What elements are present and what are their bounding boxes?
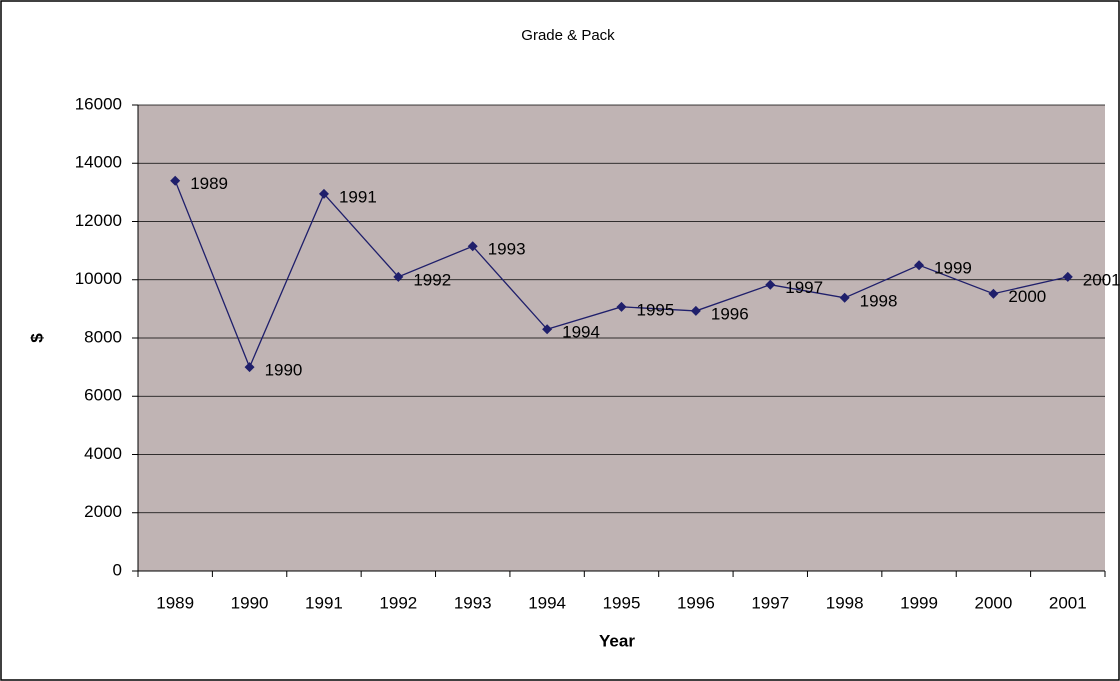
data-label: 1989 [190, 174, 228, 193]
x-tick-label: 1990 [231, 593, 269, 612]
data-label: 1992 [413, 270, 451, 289]
data-label: 1997 [785, 278, 823, 297]
y-tick-label: 14000 [75, 153, 122, 172]
x-tick-label: 1995 [603, 593, 641, 612]
marker [1062, 271, 1073, 282]
y-tick-label: 4000 [84, 444, 122, 463]
data-label: 1995 [637, 300, 675, 319]
marker [914, 260, 925, 271]
data-label: 1994 [562, 323, 600, 342]
y-tick-label: 2000 [84, 502, 122, 521]
data-label: 1990 [265, 361, 303, 380]
marker [467, 241, 478, 252]
x-tick-label: 1993 [454, 593, 492, 612]
y-tick-label: 12000 [75, 211, 122, 230]
x-tick-label: 2001 [1049, 593, 1087, 612]
y-axis-title: $ [27, 333, 46, 343]
x-tick-label: 1994 [528, 593, 566, 612]
y-tick-label: 10000 [75, 269, 122, 288]
y-tick-label: 8000 [84, 327, 122, 346]
y-tick-label: 0 [113, 560, 122, 579]
marker [318, 188, 329, 199]
data-label: 1999 [934, 259, 972, 278]
x-tick-label: 1998 [826, 593, 864, 612]
x-tick-label: 1999 [900, 593, 938, 612]
y-tick-label: 6000 [84, 386, 122, 405]
marker [616, 301, 627, 312]
marker [988, 288, 999, 299]
marker [765, 279, 776, 290]
data-label: 1998 [860, 291, 898, 310]
chart-title: Grade & Pack [521, 27, 615, 44]
x-tick-label: 1992 [379, 593, 417, 612]
x-tick-label: 1989 [156, 593, 194, 612]
data-label: 1993 [488, 240, 526, 259]
marker [542, 324, 553, 335]
marker [170, 175, 181, 186]
marker [244, 362, 255, 373]
data-label: 2001 [1083, 270, 1120, 289]
x-tick-label: 1996 [677, 593, 715, 612]
marker [690, 305, 701, 316]
x-tick-label: 1991 [305, 593, 343, 612]
marker [393, 271, 404, 282]
data-label: 2000 [1008, 287, 1046, 306]
x-tick-label: 1997 [751, 593, 789, 612]
x-axis-title: Year [599, 631, 635, 650]
data-label: 1996 [711, 304, 749, 323]
x-tick-label: 2000 [975, 593, 1013, 612]
y-tick-label: 16000 [75, 94, 122, 113]
data-label: 1991 [339, 187, 377, 206]
marker [839, 292, 850, 303]
